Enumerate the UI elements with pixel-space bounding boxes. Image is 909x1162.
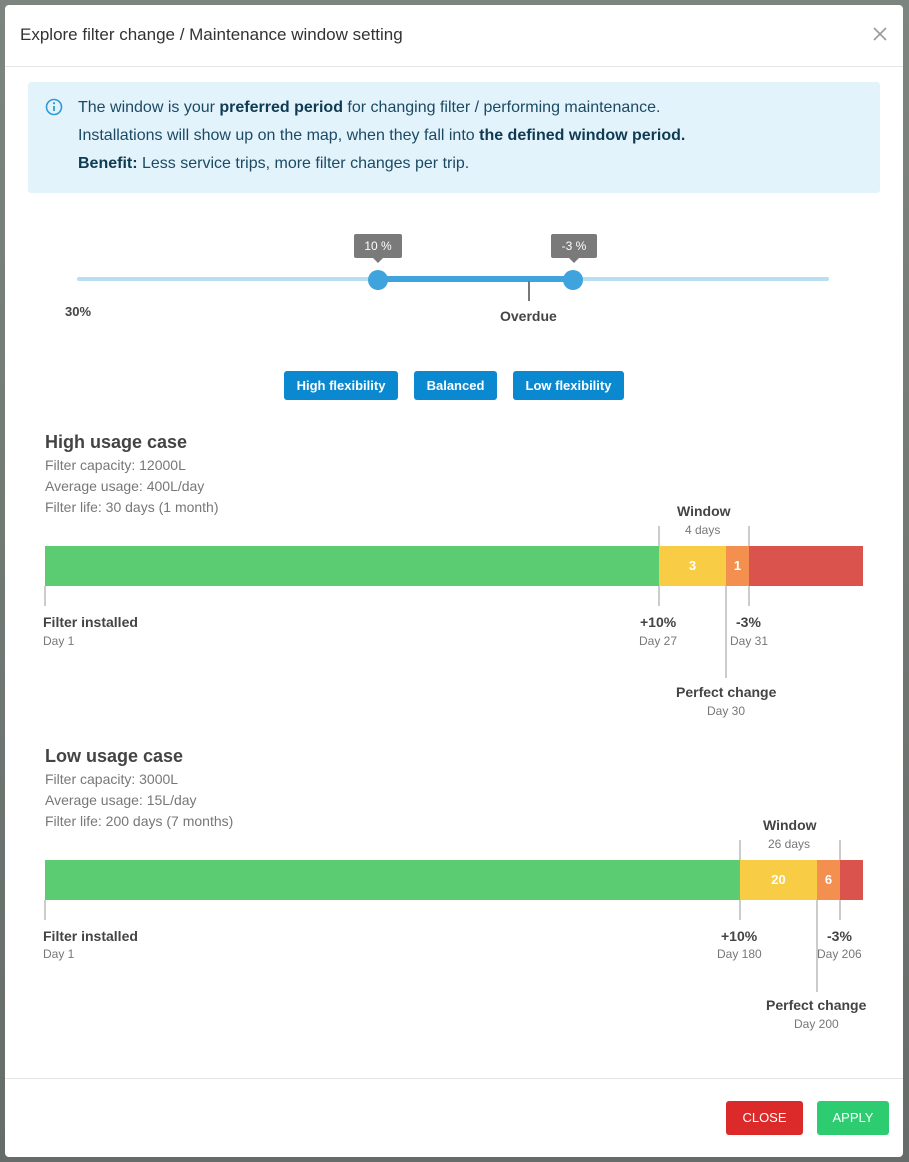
high-flexibility-button[interactable]: High flexibility: [284, 371, 398, 400]
low-red-segment: [840, 860, 863, 900]
low-perfect-day: Day 200: [794, 1017, 839, 1031]
right-handle-tooltip: -3 %: [551, 234, 597, 263]
low-case-capacity: Filter capacity: 3000L: [45, 771, 179, 787]
balanced-button[interactable]: Balanced: [414, 371, 497, 400]
high-early-days: 3: [688, 558, 697, 573]
low-installed-label: Filter installed: [43, 928, 138, 944]
high-late-days: 1: [733, 558, 742, 573]
info-bold: the defined window period.: [479, 127, 686, 144]
info-text: The window is your: [78, 99, 220, 116]
high-perfect-label: Perfect change: [676, 684, 777, 700]
low-installed-day: Day 1: [43, 947, 75, 961]
low-case-usage: Average usage: 15L/day: [45, 792, 197, 808]
info-text: Less service trips, more filter changes …: [137, 155, 470, 172]
slider-left-handle[interactable]: [368, 270, 388, 290]
overdue-tick: [528, 281, 530, 301]
high-window-days: 4 days: [685, 523, 721, 537]
info-bold: preferred period: [219, 99, 343, 116]
low-plus-day: Day 180: [717, 947, 762, 961]
high-installed-day: Day 1: [43, 634, 75, 648]
info-icon: [45, 98, 63, 116]
high-minus-label: -3%: [736, 614, 761, 630]
low-early-days: 20: [771, 872, 786, 887]
close-button[interactable]: CLOSE: [726, 1101, 803, 1135]
high-case-capacity: Filter capacity: 12000L: [45, 457, 186, 473]
low-installed-marker: [44, 900, 46, 920]
modal-title: Explore filter change / Maintenance wind…: [20, 25, 403, 44]
modal-header: Explore filter change / Maintenance wind…: [5, 5, 903, 67]
apply-button[interactable]: APPLY: [817, 1101, 889, 1135]
low-minus-day: Day 206: [817, 947, 862, 961]
low-case-life: Filter life: 200 days (7 months): [45, 813, 234, 829]
high-orange-segment: [726, 546, 749, 586]
info-line-2: Installations will show up on the map, w…: [78, 127, 685, 145]
slider-range-fill: [378, 276, 574, 282]
window-range-slider[interactable]: [77, 270, 829, 290]
modal-footer-divider: [5, 1078, 903, 1079]
overdue-label: Overdue: [500, 308, 557, 324]
high-green-segment: [45, 546, 659, 586]
low-late-days: 6: [824, 872, 833, 887]
high-yellow-segment: [659, 546, 726, 586]
high-installed-marker: [44, 586, 46, 606]
high-perfect-day: Day 30: [707, 704, 746, 718]
info-line-3: Benefit: Less service trips, more filter…: [78, 155, 469, 173]
info-text: for changing filter / performing mainten…: [342, 99, 661, 116]
low-window-days: 26 days: [768, 837, 811, 851]
low-yellow-segment: [740, 860, 817, 900]
maintenance-window-modal: Explore filter change / Maintenance wind…: [5, 5, 903, 1157]
slider-min-label: 30%: [65, 304, 92, 319]
low-plus-label: +10%: [721, 928, 758, 944]
left-handle-tooltip: 10 %: [354, 234, 402, 263]
info-text: Installations will show up on the map, w…: [78, 127, 480, 144]
close-icon[interactable]: [871, 25, 889, 43]
slider-right-handle[interactable]: [563, 270, 583, 290]
low-minus-label: -3%: [827, 928, 852, 944]
low-window-title: Window: [763, 817, 817, 833]
high-red-segment: [749, 546, 863, 586]
low-green-segment: [45, 860, 740, 900]
high-minus-day: Day 31: [730, 634, 769, 648]
info-box: The window is your preferred period for …: [28, 82, 880, 193]
low-perfect-label: Perfect change: [766, 997, 867, 1013]
low-case-title: Low usage case: [45, 746, 184, 766]
high-case-title: High usage case: [45, 432, 188, 452]
high-perfect-marker: [725, 586, 727, 678]
high-case-usage: Average usage: 400L/day: [45, 478, 205, 494]
low-flexibility-button[interactable]: Low flexibility: [513, 371, 624, 400]
high-case-life: Filter life: 30 days (1 month): [45, 499, 219, 515]
info-line-1: The window is your preferred period for …: [78, 99, 660, 117]
low-orange-segment: [817, 860, 840, 900]
high-plus-label: +10%: [640, 614, 677, 630]
info-bold: Benefit:: [78, 155, 138, 172]
high-installed-label: Filter installed: [43, 614, 138, 630]
high-window-title: Window: [677, 503, 731, 519]
low-perfect-marker: [816, 900, 818, 992]
high-plus-day: Day 27: [639, 634, 678, 648]
